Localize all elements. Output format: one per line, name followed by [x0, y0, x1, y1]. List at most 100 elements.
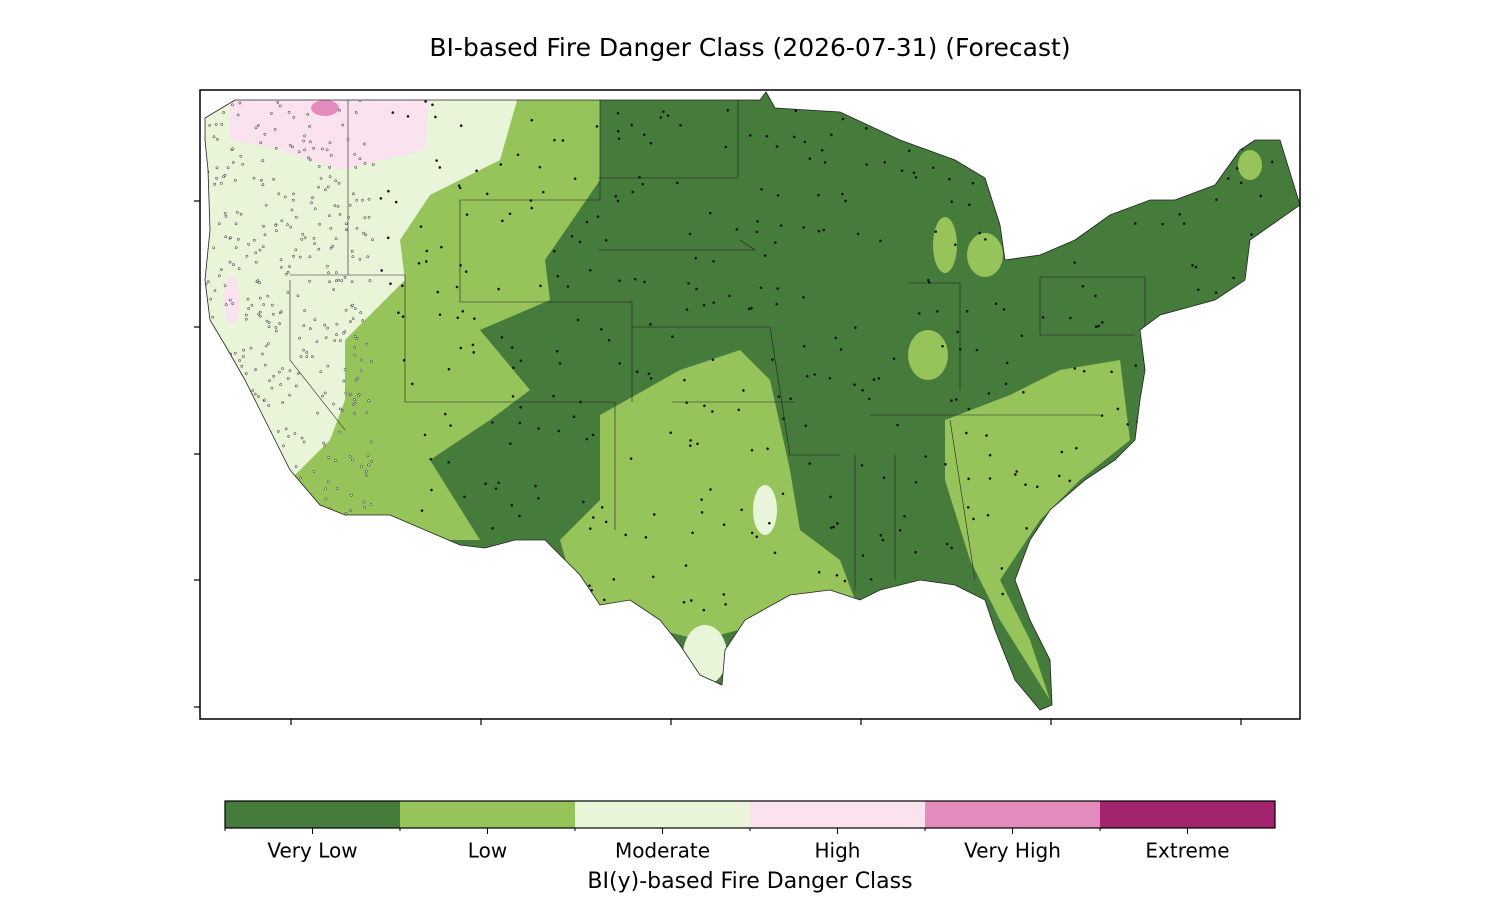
station-dot — [254, 251, 258, 255]
station-dot — [509, 442, 512, 445]
station-dot — [408, 548, 412, 552]
station-dot — [349, 320, 352, 323]
station-dot — [1265, 324, 1269, 328]
station-dot — [1147, 567, 1150, 571]
colorbar-tick-label: Very Low — [267, 839, 357, 863]
station-dot — [208, 405, 212, 408]
station-dot — [1015, 247, 1019, 251]
station-dot — [518, 421, 522, 425]
station-dot — [337, 181, 341, 185]
station-dot — [986, 513, 990, 517]
station-dot — [1259, 194, 1263, 198]
station-dot — [879, 534, 883, 537]
station-dot — [558, 362, 562, 365]
station-dot — [617, 137, 621, 141]
station-dot — [689, 439, 692, 442]
station-dot — [223, 284, 227, 288]
station-dot — [538, 165, 542, 169]
station-dot — [359, 369, 363, 372]
station-dot — [344, 228, 348, 232]
station-dot — [1134, 364, 1138, 367]
station-dot — [499, 163, 503, 166]
station-dot — [750, 448, 754, 452]
station-dot — [1207, 616, 1211, 620]
station-dot — [728, 294, 731, 298]
station-dot — [1025, 526, 1028, 530]
station-dot — [557, 429, 561, 433]
station-dot — [1060, 450, 1064, 454]
station-dot — [272, 374, 275, 378]
station-dot — [1187, 595, 1190, 599]
station-dot — [712, 301, 716, 304]
station-dot — [263, 233, 267, 237]
station-dot — [263, 398, 266, 402]
station-dot — [305, 351, 309, 354]
station-dot — [669, 431, 673, 435]
station-dot — [1264, 118, 1268, 121]
station-dot — [865, 163, 869, 166]
station-dot — [711, 410, 714, 413]
station-dot — [281, 401, 285, 404]
station-dot — [238, 359, 241, 362]
station-dot — [238, 101, 242, 105]
station-dot — [348, 455, 352, 458]
station-dot — [343, 275, 347, 279]
colorbar-tick-label: High — [815, 839, 861, 863]
station-dot — [1142, 504, 1145, 507]
station-dot — [365, 342, 369, 346]
station-dot — [1057, 474, 1061, 478]
station-dot — [792, 135, 796, 139]
station-dot — [512, 596, 516, 600]
station-dot — [366, 454, 370, 457]
station-dot — [618, 362, 622, 365]
station-dot — [836, 522, 839, 525]
station-dot — [369, 503, 373, 506]
station-dot — [261, 352, 264, 356]
station-dot — [214, 360, 218, 363]
station-dot — [726, 108, 730, 112]
station-dot — [1210, 341, 1214, 345]
station-dot — [354, 165, 358, 169]
station-dot — [588, 584, 591, 588]
station-dot — [443, 412, 447, 416]
station-dot — [1001, 194, 1005, 198]
station-dot — [258, 248, 262, 252]
station-dot — [349, 392, 352, 396]
station-dot — [308, 140, 312, 144]
station-dot — [218, 274, 221, 278]
station-dot — [216, 507, 220, 510]
station-dot — [1073, 261, 1077, 264]
station-dot — [1075, 446, 1078, 450]
region-moderate — [753, 485, 777, 535]
station-dot — [688, 232, 692, 236]
station-dot — [252, 426, 255, 430]
station-dot — [229, 236, 232, 240]
station-dot — [927, 281, 931, 284]
station-dot — [323, 323, 327, 327]
station-dot — [1237, 316, 1240, 320]
station-dot — [233, 178, 237, 182]
station-dot — [364, 474, 368, 477]
station-dot — [333, 339, 337, 342]
station-dot — [364, 470, 368, 473]
station-dot — [477, 590, 480, 593]
station-dot — [771, 358, 774, 361]
station-dot — [397, 311, 400, 315]
station-dot — [774, 241, 777, 244]
station-dot — [288, 143, 292, 147]
station-dot — [638, 175, 641, 179]
station-dot — [261, 245, 265, 249]
station-dot — [1116, 407, 1120, 411]
station-dot — [1147, 99, 1151, 103]
station-dot — [226, 166, 230, 170]
station-dot — [1132, 142, 1136, 146]
station-dot — [431, 103, 434, 107]
station-dot — [1227, 494, 1231, 498]
station-dot — [336, 205, 340, 208]
station-dot — [1094, 294, 1097, 298]
station-dot — [252, 238, 256, 242]
station-dot — [1015, 105, 1018, 109]
station-dot — [340, 279, 344, 283]
station-dot — [756, 220, 759, 223]
